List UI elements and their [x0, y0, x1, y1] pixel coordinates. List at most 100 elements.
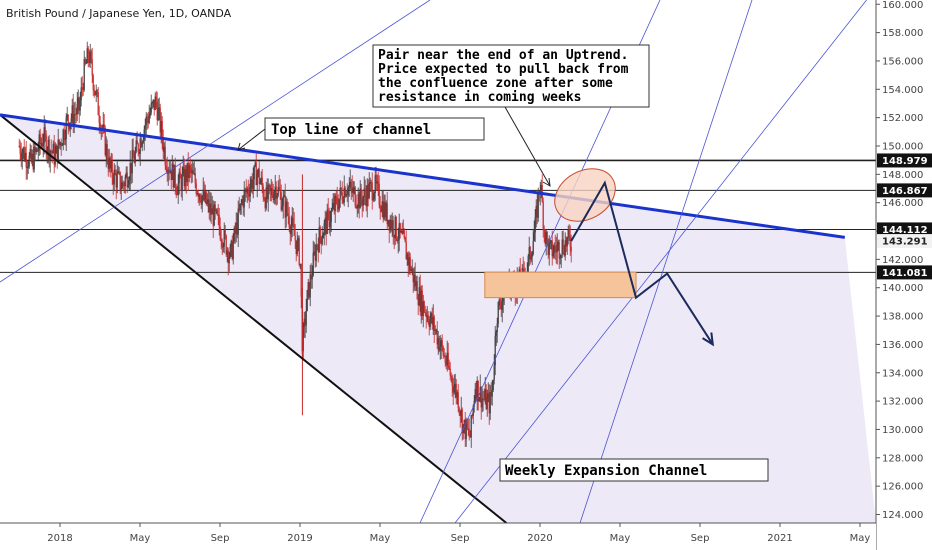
candle-body	[91, 59, 93, 76]
candle-body	[460, 409, 462, 416]
candle-body	[487, 393, 489, 397]
candle-body	[566, 237, 568, 247]
candle-body	[309, 274, 311, 298]
candle-body	[347, 187, 349, 196]
candle-body	[374, 175, 376, 194]
candle-body	[172, 163, 174, 188]
candle-body	[250, 179, 252, 187]
candle-body	[404, 237, 406, 242]
candle-body	[225, 235, 227, 255]
candle-body	[378, 183, 380, 205]
candle-body	[185, 169, 187, 182]
candle-body	[258, 169, 260, 184]
candle-body	[564, 240, 566, 256]
candle-body	[476, 380, 478, 399]
candle-body	[158, 107, 160, 109]
candle-body	[156, 101, 158, 121]
time-tick-label: May	[850, 533, 871, 544]
candle-body	[195, 183, 197, 194]
candle-body	[327, 209, 329, 211]
candle-body	[29, 149, 31, 156]
time-tick-label: May	[370, 533, 391, 544]
candle-body	[386, 202, 388, 225]
trendlines	[0, 0, 868, 524]
time-axis[interactable]: 2018 May Sep 2019 May Sep 2020 May Sep 2021 May	[0, 522, 876, 550]
candle-body	[457, 392, 459, 409]
candle-body	[119, 171, 121, 190]
candle-body	[306, 290, 308, 311]
candle-body	[109, 157, 111, 169]
candle-body	[450, 375, 452, 377]
candle-body	[315, 244, 317, 261]
candle-body	[197, 193, 199, 197]
candle-body	[144, 125, 146, 130]
candle-body	[154, 96, 156, 110]
candle-body	[141, 142, 143, 147]
candle-body	[102, 124, 104, 130]
candle-body	[554, 245, 556, 249]
candle-body	[145, 116, 147, 126]
candle-body	[274, 186, 276, 193]
candle-body	[239, 203, 241, 211]
candle-body	[522, 268, 524, 270]
candle-body	[335, 195, 337, 198]
candle-body	[58, 139, 60, 146]
candle-body	[241, 199, 243, 204]
candle-body	[205, 191, 207, 204]
candle-body	[344, 187, 346, 197]
candle-body	[25, 152, 27, 168]
candle-body	[243, 190, 245, 208]
candle-body	[184, 169, 186, 187]
candle-body	[71, 105, 73, 119]
candle-body	[178, 172, 180, 184]
candle-body	[569, 235, 571, 247]
candle-body	[18, 145, 20, 147]
candle-body	[492, 379, 494, 390]
candle-body	[284, 195, 286, 218]
candle-body	[395, 216, 397, 239]
candle-body	[198, 194, 200, 197]
candle-body	[366, 185, 368, 207]
candle-body	[64, 139, 66, 141]
candle-body	[356, 207, 358, 209]
candle-body	[494, 336, 496, 366]
candle-body	[423, 301, 425, 313]
candle-body	[260, 177, 262, 182]
candle-body	[414, 274, 416, 287]
candle-body	[419, 287, 421, 312]
candle-body	[345, 194, 347, 197]
candle-body	[565, 240, 567, 247]
candle-body	[111, 160, 113, 178]
price-axis[interactable]: 124.000 126.000 128.000 130.000 132.000 134.0…	[875, 0, 932, 550]
candle-body	[281, 206, 283, 211]
candle-body	[244, 189, 246, 191]
candle-body	[268, 184, 270, 186]
candle-body	[466, 419, 468, 429]
candle-body	[229, 246, 231, 257]
candle-body	[357, 193, 359, 208]
candle-body	[431, 313, 433, 325]
candle-body	[537, 191, 539, 218]
candle-body	[211, 208, 213, 215]
candle-body	[248, 193, 250, 197]
price-tick-label: 124.000	[882, 510, 923, 521]
candle-body	[162, 139, 164, 152]
candle-body	[246, 188, 248, 193]
candle-body	[292, 217, 294, 225]
candle-body	[371, 182, 373, 201]
candle-body	[390, 219, 392, 229]
candle-body	[471, 415, 473, 417]
price-tick-label: 128.000	[882, 453, 923, 464]
time-tick-label: 2021	[767, 533, 792, 544]
candle-body	[407, 253, 409, 266]
candle-body	[88, 58, 90, 63]
candle-body	[316, 244, 318, 246]
candle-body	[297, 238, 299, 240]
candle-body	[136, 140, 138, 145]
candle-body	[527, 256, 529, 272]
annotation-weekly-text: Weekly Expansion Channel	[505, 463, 707, 479]
candle-body	[26, 167, 28, 169]
candle-body	[92, 75, 94, 90]
candle-body	[556, 245, 558, 253]
